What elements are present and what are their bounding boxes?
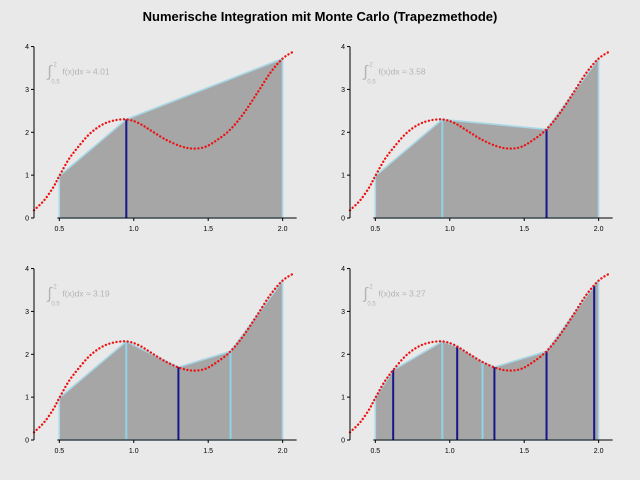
svg-text:3: 3 xyxy=(341,87,345,94)
svg-text:2.0: 2.0 xyxy=(594,226,604,233)
svg-text:∫: ∫ xyxy=(362,286,369,303)
svg-text:0.5: 0.5 xyxy=(54,448,64,455)
panel-grid: 0.5 1.0 1.5 2.0 0 1 2 3 4 ∫ 2 0.5 f(x)dx ≈ 4.01 0.5 1… xyxy=(0,32,640,466)
svg-text:2: 2 xyxy=(369,63,373,69)
svg-text:2: 2 xyxy=(341,130,345,137)
svg-text:0: 0 xyxy=(341,438,345,445)
svg-text:2: 2 xyxy=(25,352,29,359)
svg-text:4: 4 xyxy=(25,44,29,51)
svg-text:1: 1 xyxy=(25,395,29,402)
svg-text:f(x)dx ≈ 3.27: f(x)dx ≈ 3.27 xyxy=(378,289,425,299)
svg-text:1.5: 1.5 xyxy=(519,448,529,455)
svg-text:2.0: 2.0 xyxy=(278,448,288,455)
svg-text:0: 0 xyxy=(25,438,29,445)
svg-text:f(x)dx ≈ 3.19: f(x)dx ≈ 3.19 xyxy=(62,289,109,299)
svg-text:0.5: 0.5 xyxy=(367,302,376,308)
svg-text:1: 1 xyxy=(341,173,345,180)
svg-text:1.0: 1.0 xyxy=(129,226,139,233)
svg-text:1.5: 1.5 xyxy=(203,448,213,455)
svg-text:1: 1 xyxy=(341,395,345,402)
svg-text:1: 1 xyxy=(25,173,29,180)
svg-text:0: 0 xyxy=(25,216,29,223)
svg-text:1.0: 1.0 xyxy=(445,226,455,233)
svg-text:2.0: 2.0 xyxy=(594,448,604,455)
svg-text:1.5: 1.5 xyxy=(519,226,529,233)
svg-text:2.0: 2.0 xyxy=(278,226,288,233)
svg-text:2: 2 xyxy=(25,130,29,137)
svg-text:4: 4 xyxy=(341,266,345,273)
svg-text:0.5: 0.5 xyxy=(367,80,376,86)
svg-text:∫: ∫ xyxy=(46,64,53,81)
svg-text:1.0: 1.0 xyxy=(129,448,139,455)
svg-text:∫: ∫ xyxy=(362,64,369,81)
svg-text:0.5: 0.5 xyxy=(51,302,60,308)
svg-text:0.5: 0.5 xyxy=(51,80,60,86)
svg-text:2: 2 xyxy=(369,285,373,291)
svg-text:3: 3 xyxy=(25,87,29,94)
svg-text:2: 2 xyxy=(53,285,57,291)
svg-text:3: 3 xyxy=(25,309,29,316)
svg-text:0.5: 0.5 xyxy=(370,448,380,455)
svg-text:2: 2 xyxy=(341,352,345,359)
svg-text:0.5: 0.5 xyxy=(370,226,380,233)
svg-text:0: 0 xyxy=(341,216,345,223)
svg-text:1.5: 1.5 xyxy=(203,226,213,233)
figure-title: Numerische Integration mit Monte Carlo (… xyxy=(142,9,498,24)
svg-text:0.5: 0.5 xyxy=(54,226,64,233)
svg-text:4: 4 xyxy=(341,44,345,51)
svg-text:f(x)dx ≈ 3.58: f(x)dx ≈ 3.58 xyxy=(378,67,425,77)
svg-text:3: 3 xyxy=(341,309,345,316)
svg-text:1.0: 1.0 xyxy=(445,448,455,455)
svg-text:f(x)dx ≈ 4.01: f(x)dx ≈ 4.01 xyxy=(62,67,109,77)
svg-text:4: 4 xyxy=(25,266,29,273)
svg-text:∫: ∫ xyxy=(46,286,53,303)
svg-text:2: 2 xyxy=(53,63,57,69)
